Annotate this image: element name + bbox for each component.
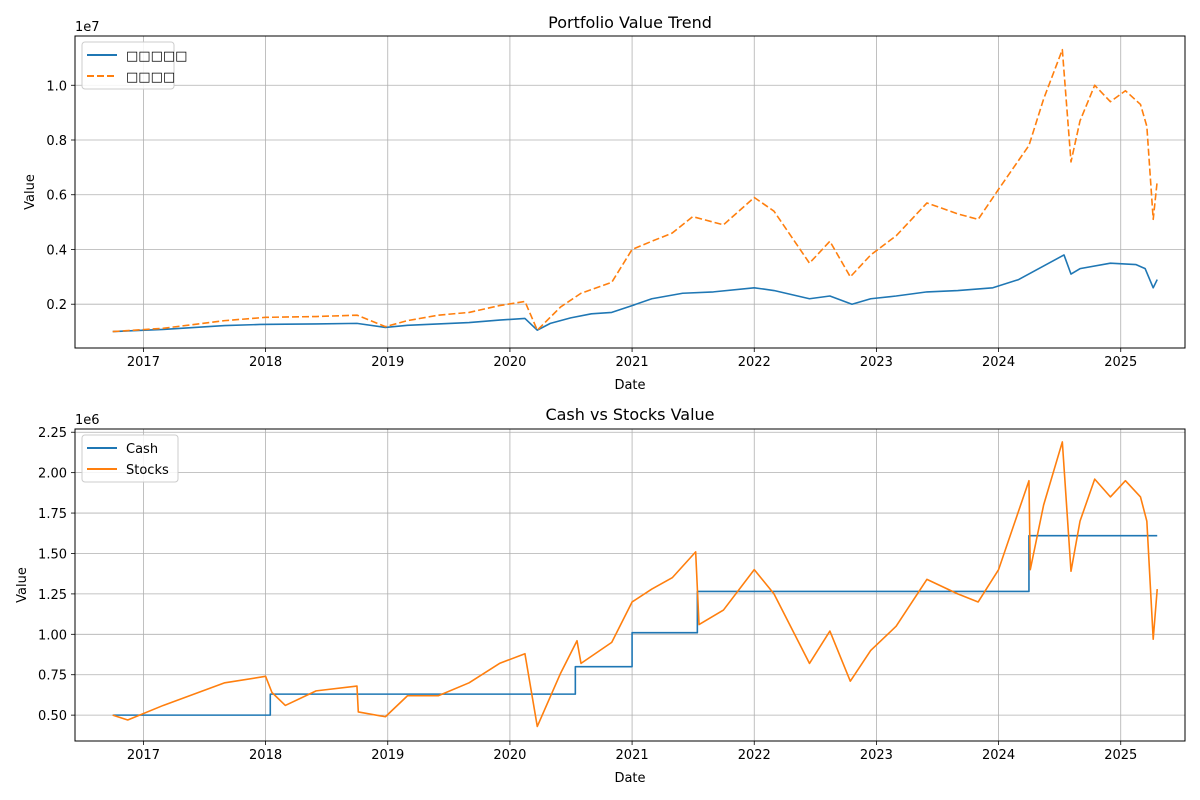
x-tick-label: 2019 (371, 748, 404, 763)
x-tick-label: 2017 (127, 748, 160, 763)
axes-frame (74, 35, 1186, 349)
y-axis-label: Value (15, 567, 30, 603)
y-tick-label: 1.25 (38, 588, 67, 603)
series-line-1 (112, 534, 1158, 716)
y-offset-label: 1e6 (75, 413, 100, 428)
x-tick-label: 2024 (982, 748, 1015, 763)
grid (75, 429, 1185, 741)
legend-label-cash: Cash (126, 442, 158, 457)
legend-label-series-2: □□□□ (126, 70, 175, 85)
y-tick-label: 0.4 (46, 243, 67, 258)
y-tick-label: 1.0 (46, 79, 67, 94)
chart-title: Portfolio Value Trend (548, 13, 712, 32)
x-tick-label: 2017 (127, 355, 160, 370)
chart-portfolio-value-trend: Portfolio Value Trend 2017 2018 2019 2020 20… (23, 13, 1186, 393)
x-tick-label: 2018 (249, 748, 282, 763)
x-tick-label: 2020 (493, 355, 526, 370)
x-tick-label: 2022 (738, 748, 771, 763)
y-tick-label: 0.6 (46, 189, 67, 204)
x-tick-label: 2018 (249, 355, 282, 370)
x-axis-label: Date (614, 771, 645, 786)
y-offset-label: 1e7 (75, 20, 100, 35)
chart-cash-vs-stocks: Cash vs Stocks Value 2017 2018 2019 2020 202… (15, 405, 1186, 786)
plot-area (112, 441, 1159, 728)
x-axis-ticks: 2017 2018 2019 2020 2021 2022 2023 2024 2025 (127, 741, 1137, 763)
y-axis-ticks: 0.2 0.4 0.6 0.8 1.0 (46, 79, 75, 313)
legend-box (81, 41, 175, 90)
x-tick-label: 2023 (860, 748, 893, 763)
legend-label-series-1: □□□□□ (126, 49, 187, 64)
series-line-1 (112, 254, 1158, 333)
x-tick-label: 2025 (1104, 748, 1137, 763)
y-tick-label: 0.2 (46, 298, 67, 313)
x-tick-label: 2019 (371, 355, 404, 370)
y-tick-label: 0.75 (38, 669, 67, 684)
x-tick-label: 2020 (493, 748, 526, 763)
y-tick-label: 1.00 (38, 628, 67, 643)
y-axis-label: Value (23, 174, 38, 210)
chart-title: Cash vs Stocks Value (545, 405, 714, 424)
series-line-2 (112, 48, 1159, 333)
y-tick-label: 0.8 (46, 134, 67, 149)
y-tick-label: 1.50 (38, 547, 67, 562)
x-tick-label: 2025 (1104, 355, 1137, 370)
x-axis-label: Date (614, 378, 645, 393)
x-tick-label: 2021 (616, 355, 649, 370)
y-tick-label: 1.75 (38, 507, 67, 522)
y-tick-label: 2.25 (38, 426, 67, 441)
x-tick-label: 2024 (982, 355, 1015, 370)
x-tick-label: 2023 (860, 355, 893, 370)
legend-box (81, 434, 179, 483)
y-axis-ticks: 0.50 0.75 1.00 1.25 1.50 1.75 2.00 2.25 (38, 426, 75, 724)
plot-area (112, 48, 1159, 333)
legend: □□□□□ □□□□ (81, 41, 187, 90)
grid (75, 36, 1185, 348)
x-axis-ticks: 2017 2018 2019 2020 2021 2022 2023 2024 2025 (127, 348, 1137, 370)
y-tick-label: 0.50 (38, 709, 67, 724)
legend: Cash Stocks (81, 434, 179, 483)
axes-frame (74, 428, 1186, 742)
x-tick-label: 2021 (616, 748, 649, 763)
x-tick-label: 2022 (738, 355, 771, 370)
series-line-2 (112, 441, 1159, 728)
legend-label-stocks: Stocks (126, 463, 169, 478)
y-tick-label: 2.00 (38, 467, 67, 482)
